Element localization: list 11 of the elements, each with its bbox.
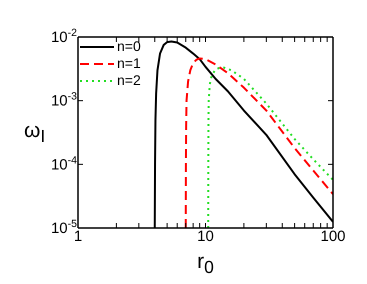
x-tick-label: 100 <box>320 228 346 245</box>
x-tick-label: 10 <box>197 228 214 245</box>
y-axis-title: ω$_{I}$ <box>24 118 46 147</box>
legend-label: n=0 <box>117 38 141 55</box>
y-tick-label: 10$^{-2}$ <box>50 27 78 46</box>
x-tick-label: 1 <box>74 228 82 245</box>
legend-label: n=1 <box>117 55 141 72</box>
legend-label: n=2 <box>117 72 141 89</box>
y-tick-label: 10$^{-3}$ <box>50 90 78 110</box>
x-axis-title: r$_{0}$ <box>196 250 215 278</box>
y-tick-label: 10$^{-4}$ <box>50 154 78 174</box>
